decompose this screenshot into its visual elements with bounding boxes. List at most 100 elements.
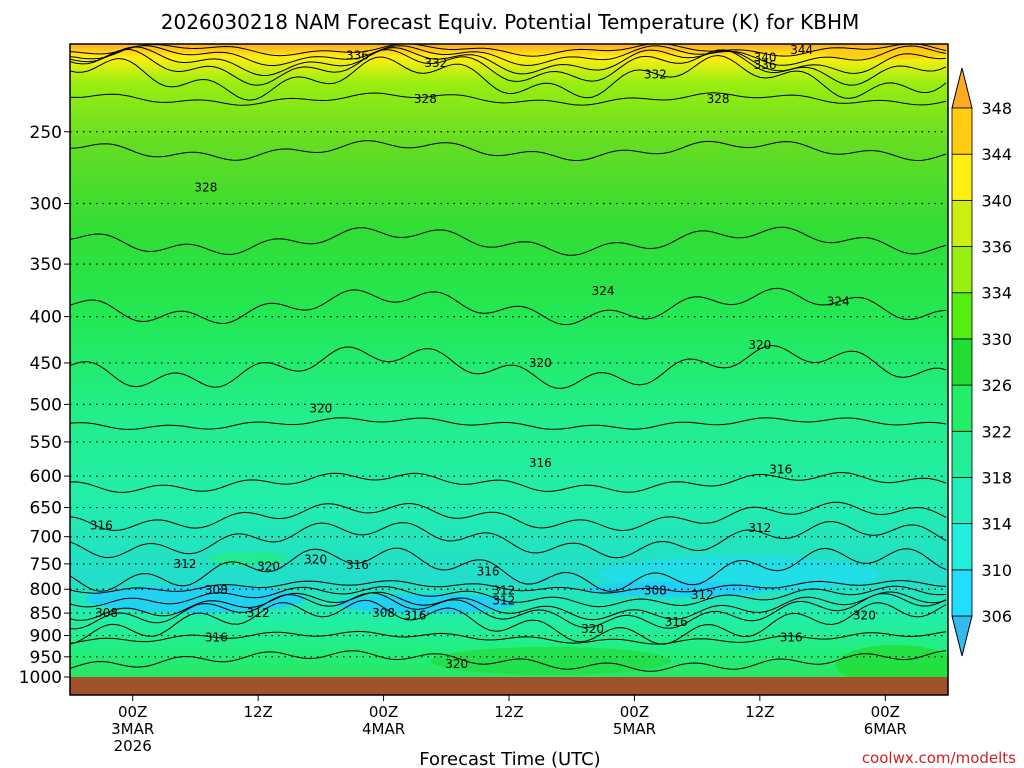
colorbar-tick-label: 334 [981,284,1012,303]
contour-label: 312 [492,593,515,607]
contour-line-20 [70,630,947,645]
plot-area: 336 332 340 344 336 332 328 328 328 324 324 320 320 3… [70,44,948,695]
contour-line-10 [70,417,947,430]
y-tick-label: 850 [30,604,62,624]
colorbar-tick-label: 348 [981,99,1012,118]
contour-label: 320 [304,553,327,567]
y-tick-label: 250 [30,123,62,143]
contour-label: 312 [247,606,270,620]
contour-label: 312 [174,557,197,571]
colorbar-band [951,67,973,109]
contour-line-12 [70,501,947,532]
field-feature-3 [586,581,767,598]
x-tick-label: 00Z [369,703,398,721]
y-tick-label: 500 [30,395,62,415]
contour-line-0 [70,44,947,57]
contour-label: 340 [754,51,777,65]
x-tick-label: 4MAR [362,720,405,738]
colorbar-tick-label: 344 [981,145,1012,164]
colorbar-band [951,246,973,294]
contour-label: 324 [827,295,850,309]
y-tick-label: 900 [30,627,62,647]
contour-label: 328 [194,180,217,194]
contour-label: 316 [780,631,803,645]
contour-label: 320 [748,338,771,352]
contour-label: 320 [309,401,332,415]
contour-line-18 [70,592,947,630]
colorbar-band [951,477,973,525]
x-tick-label: 6MAR [864,720,907,738]
contour-line-5 [70,92,947,106]
contour-label: 312 [492,584,515,598]
y-tick-label: 950 [30,648,62,668]
contour-label: 308 [372,606,395,620]
field-feature-7 [825,47,946,60]
colorbar-tick-label: 310 [981,561,1012,580]
contour-line-2 [70,46,947,77]
colorbar-tick-label: 306 [981,607,1012,626]
field-feature-6 [430,646,671,675]
x-tick-label: 3MAR [111,720,154,738]
field-feature-1 [335,593,516,614]
colorbar-band [951,384,973,432]
y-tick-label: 400 [30,308,62,328]
contour-label: 332 [424,56,447,70]
contour-line-15 [70,580,947,594]
field-feature-0 [85,584,306,613]
field-features [85,47,948,686]
contour-label: 316 [529,456,552,470]
contour-label: 320 [581,622,604,636]
x-tick-label: 00Z [871,703,900,721]
contour-label: 320 [853,608,876,622]
colorbar-tick-label: 326 [981,376,1012,395]
y-tick-label: 300 [30,194,62,214]
contour-label: 312 [691,588,714,602]
contour-line-14 [70,547,947,592]
contour-line-17 [70,591,947,621]
y-tick-label: 450 [30,354,62,374]
colorbar-band [951,338,973,386]
contour-label: 308 [644,584,667,598]
contour-line-3 [70,49,947,86]
contour-label: 316 [665,615,688,629]
contour-label: 320 [257,559,280,573]
contour-label: 320 [529,356,552,370]
contour-line-7 [70,226,947,256]
contour-label: 312 [748,521,771,535]
x-axis-label: Forecast Time (UTC) [419,749,600,768]
contour-line-13 [70,520,947,559]
colorbar-band [951,153,973,201]
contour-line-9 [70,344,947,389]
contour-label: 324 [592,284,615,298]
x-tick-label: 2026 [114,737,152,755]
contour-label: 328 [414,92,437,106]
x-tick-label: 00Z [620,703,649,721]
colorbar-tick-label: 330 [981,330,1012,349]
contour-line-6 [70,140,947,162]
colorbar-tick-label: 314 [981,515,1012,534]
contour-line-19 [70,599,947,645]
y-axis: 250 300 350 400 450 500 550 600 650 700 750 800 850 9… [19,123,70,688]
colorbar-band [951,569,973,617]
contour-label: 308 [95,606,118,620]
colorbar-band [951,199,973,247]
contour-label: 316 [90,518,113,532]
contour-line-16 [70,585,947,608]
y-tick-label: 650 [30,499,62,519]
contour-label: 336 [754,58,777,72]
y-tick-label: 1000 [19,668,62,688]
x-tick-label: 12Z [745,703,774,721]
x-tick-label: 12Z [494,703,523,721]
contour-line-8 [70,287,947,326]
x-tick-label: 5MAR [613,720,656,738]
y-tick-label: 350 [30,255,62,275]
contour-lines [70,44,947,672]
contour-label: 316 [403,608,426,622]
colorbar-band [951,107,973,155]
contour-label: 316 [769,462,792,476]
colorbar-band [951,430,973,478]
colorbar-band [951,523,973,571]
y-tick-label: 600 [30,467,62,487]
